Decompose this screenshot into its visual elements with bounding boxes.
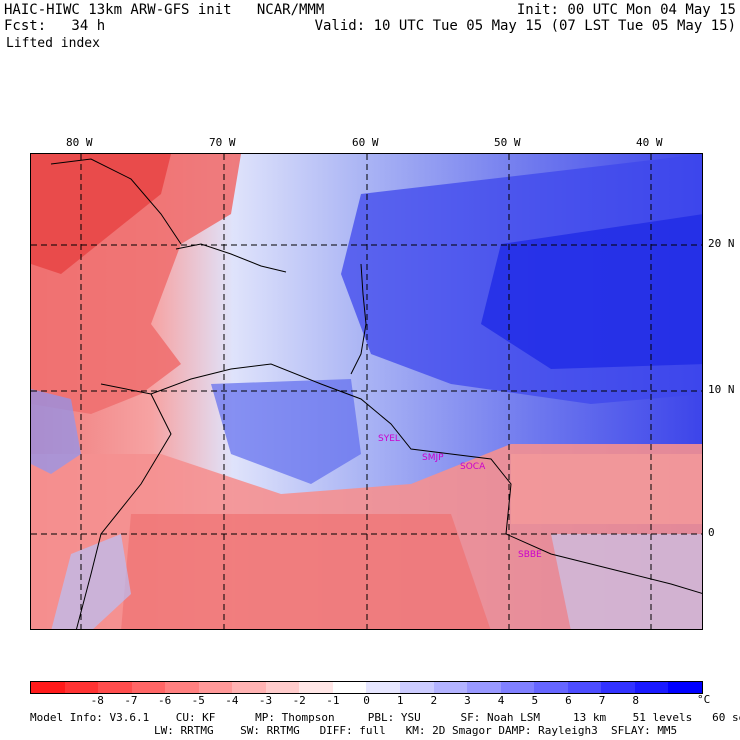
colorbar-tick-label: -7 bbox=[124, 694, 138, 707]
model-title: HAIC-HIWC 13km ARW-GFS init NCAR/MMM bbox=[4, 2, 325, 18]
colorbar-tick-label: -6 bbox=[157, 694, 172, 707]
colorbar-swatch bbox=[131, 682, 166, 693]
colorbar-swatch bbox=[165, 682, 199, 693]
colorbar-unit: °C bbox=[697, 693, 711, 706]
model-info-line1: Model Info: V3.6.1 CU: KF MP: Thompson P… bbox=[30, 711, 740, 724]
colorbar-tick-label: -8 bbox=[90, 694, 104, 707]
colorbar-swatch bbox=[64, 682, 99, 693]
lat-label-20n: 20 N bbox=[708, 237, 735, 250]
colorbar-tick-label: 3 bbox=[464, 694, 471, 707]
valid-time: Valid: 10 UTC Tue 05 May 15 (07 LST Tue … bbox=[314, 18, 736, 34]
forecast-hour: Fcst: 34 h bbox=[4, 18, 106, 34]
stable-strip-andes bbox=[51, 534, 131, 629]
colorbar-swatch bbox=[366, 682, 401, 693]
lat-label-0: 0 bbox=[708, 526, 715, 539]
colorbar-tick-label: 4 bbox=[497, 694, 505, 707]
colorbar bbox=[30, 681, 703, 694]
colorbar-tick-label: -5 bbox=[191, 694, 205, 707]
lon-label-50w: 50 W bbox=[494, 136, 521, 149]
colorbar-tick-label: 6 bbox=[565, 694, 572, 707]
colorbar-tick-label: 2 bbox=[430, 694, 438, 707]
colorbar-swatch bbox=[98, 682, 132, 693]
colorbar-tick-label: 7 bbox=[598, 694, 606, 707]
unstable-band-atlantic-south bbox=[511, 454, 702, 524]
colorbar-swatch bbox=[567, 682, 602, 693]
colorbar-swatch bbox=[500, 682, 535, 693]
colorbar-swatch bbox=[265, 682, 300, 693]
map-canvas: SYEL SMJP SOCA SBBE bbox=[31, 154, 702, 629]
lat-label-10n: 10 N bbox=[708, 383, 735, 396]
colorbar-tick-label: 5 bbox=[531, 694, 539, 707]
colorbar-tick-label: -2 bbox=[292, 694, 306, 707]
colorbar-tick-label: 8 bbox=[632, 694, 639, 707]
lon-label-80w: 80 W bbox=[66, 136, 93, 149]
colorbar-tick-label: -1 bbox=[326, 694, 340, 707]
colorbar-tick-label: 0 bbox=[363, 694, 370, 707]
colorbar-tick-label: 1 bbox=[396, 694, 404, 707]
colorbar-swatch bbox=[433, 682, 468, 693]
coastlines bbox=[50, 158, 702, 629]
init-time: Init: 00 UTC Mon 04 May 15 bbox=[516, 2, 736, 18]
colorbar-swatch bbox=[400, 682, 434, 693]
colorbar-swatch bbox=[198, 682, 233, 693]
colorbar-swatch bbox=[232, 682, 266, 693]
station-syel: SYEL bbox=[378, 434, 400, 444]
stable-core-atlantic bbox=[481, 214, 702, 369]
station-smjp: SMJP bbox=[422, 453, 444, 463]
model-info-line2: LW: RRTMG SW: RRTMG DIFF: full KM: 2D Sm… bbox=[154, 724, 678, 737]
colorbar-tick-label: -3 bbox=[258, 694, 273, 707]
station-sbbe: SBBE bbox=[518, 550, 542, 560]
graticule bbox=[31, 154, 702, 629]
lon-label-40w: 40 W bbox=[636, 136, 663, 149]
colorbar-swatch bbox=[31, 682, 65, 693]
unstable-core-south bbox=[121, 514, 491, 629]
colorbar-swatch bbox=[299, 682, 333, 693]
colorbar-swatch bbox=[467, 682, 501, 693]
colorbar-tick-label: -4 bbox=[225, 694, 239, 707]
colorbar-swatch bbox=[601, 682, 635, 693]
lon-label-70w: 70 W bbox=[209, 136, 236, 149]
colorbar-swatch bbox=[534, 682, 568, 693]
stable-patch-venezuela bbox=[211, 379, 361, 484]
lifted-index-map: SYEL SMJP SOCA SBBE bbox=[30, 153, 703, 630]
stable-patch-southeast bbox=[551, 534, 702, 629]
lon-label-60w: 60 W bbox=[352, 136, 379, 149]
unstable-core-nw bbox=[31, 154, 171, 274]
colorbar-swatch bbox=[332, 682, 367, 693]
colorbar-swatch bbox=[668, 682, 702, 693]
colorbar-swatch bbox=[634, 682, 669, 693]
station-soca: SOCA bbox=[460, 462, 486, 472]
field-name: Lifted index bbox=[6, 36, 100, 51]
stable-strip-pacific bbox=[31, 389, 81, 474]
